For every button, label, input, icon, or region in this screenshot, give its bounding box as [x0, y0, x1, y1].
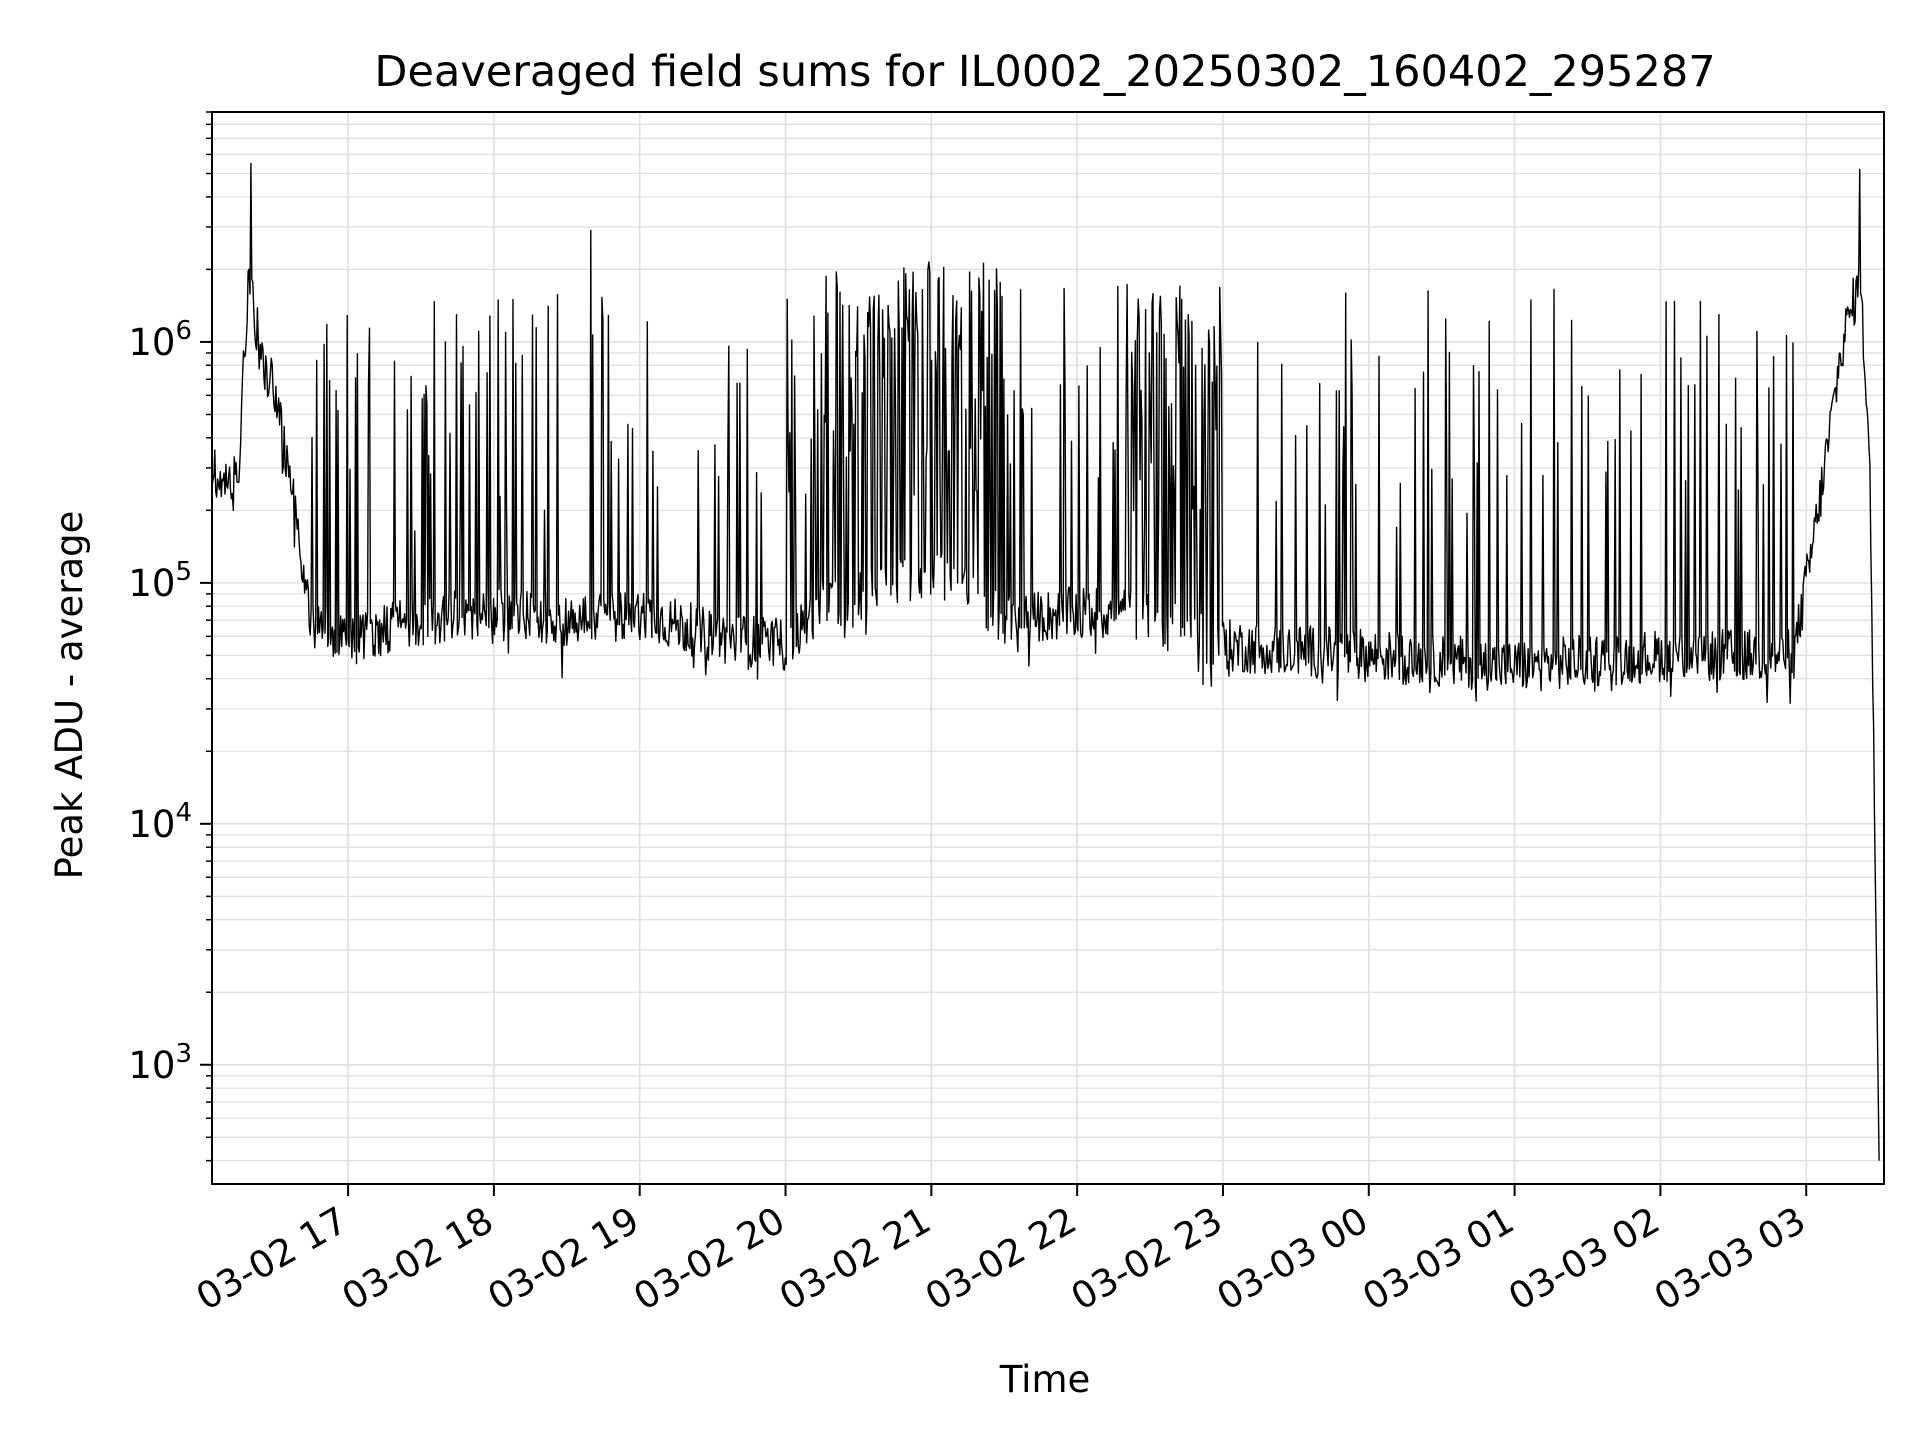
x-axis-label: Time: [999, 1358, 1091, 1401]
chart-title: Deaveraged field sums for IL0002_2025030…: [374, 47, 1715, 97]
plot-frame: [211, 111, 1885, 1185]
series-line: [211, 162, 1880, 1161]
series-line-layer: [211, 162, 1880, 1161]
y-tick-label: 106: [128, 316, 192, 364]
y-tick-exponent: 5: [175, 557, 192, 587]
y-tick-label: 104: [128, 798, 192, 846]
y-tick-exponent: 3: [175, 1039, 192, 1069]
y-tick-exponent: 4: [175, 798, 192, 828]
y-axis-label: Peak ADU - average: [48, 511, 91, 880]
y-tick-exponent: 6: [175, 316, 192, 346]
